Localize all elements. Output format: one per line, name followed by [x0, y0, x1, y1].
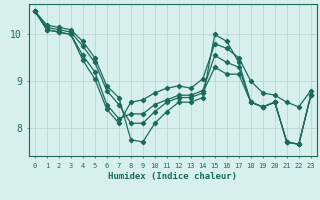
X-axis label: Humidex (Indice chaleur): Humidex (Indice chaleur): [108, 172, 237, 181]
